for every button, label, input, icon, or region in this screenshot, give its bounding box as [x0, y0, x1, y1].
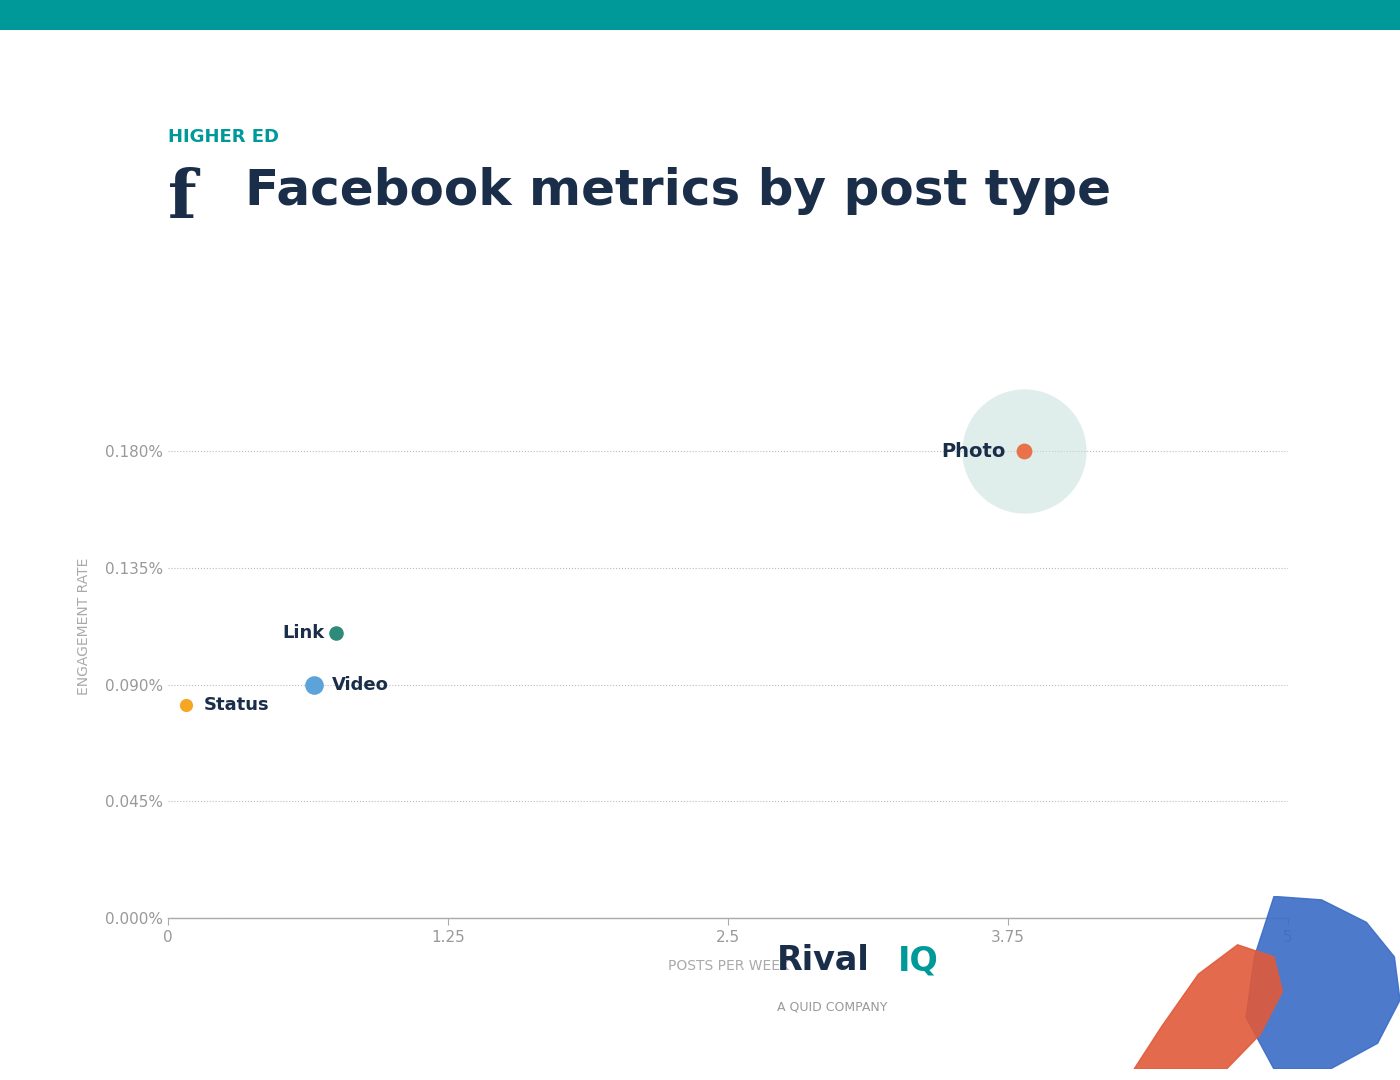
Polygon shape	[1134, 945, 1282, 1069]
Y-axis label: ENGAGEMENT RATE: ENGAGEMENT RATE	[77, 557, 91, 696]
Text: IQ: IQ	[897, 944, 938, 977]
Text: Photo: Photo	[941, 442, 1005, 461]
Text: Facebook metrics by post type: Facebook metrics by post type	[245, 167, 1112, 215]
Text: Link: Link	[283, 624, 325, 642]
X-axis label: POSTS PER WEEK: POSTS PER WEEK	[668, 959, 788, 973]
Point	[302, 676, 325, 693]
Point	[1012, 443, 1035, 460]
Point	[175, 697, 197, 714]
Text: HIGHER ED: HIGHER ED	[168, 127, 279, 146]
Point	[325, 624, 347, 642]
Text: Status: Status	[204, 697, 269, 715]
Point	[1012, 443, 1035, 460]
Text: Video: Video	[332, 676, 388, 693]
Polygon shape	[1246, 896, 1400, 1069]
Text: Rival: Rival	[777, 944, 869, 977]
Text: A QUID COMPANY: A QUID COMPANY	[777, 1000, 888, 1013]
Text: f: f	[168, 167, 196, 232]
